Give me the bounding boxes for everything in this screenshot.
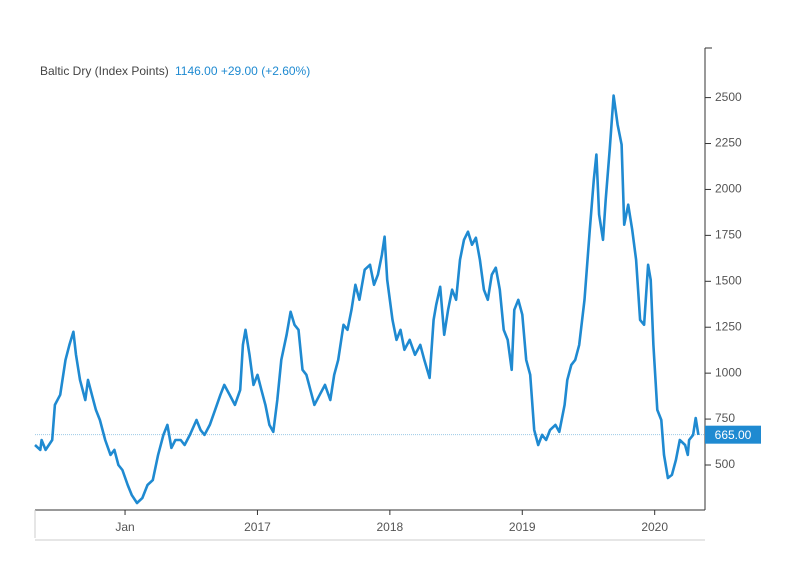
x-tick-label: Jan <box>115 520 134 534</box>
x-tick-label: 2018 <box>377 520 404 534</box>
x-tick-label: 2020 <box>641 520 668 534</box>
quote: 1146.00 +29.00 (+2.60%) <box>175 64 310 78</box>
last-value-box <box>705 425 761 444</box>
y-tick-label: 2500 <box>715 90 742 104</box>
y-tick-label: 2000 <box>715 182 742 196</box>
y-tick-label: 1500 <box>715 273 742 287</box>
series-line <box>34 94 700 505</box>
y-tick-label: 1250 <box>715 319 742 333</box>
last-value-label: 665.00 <box>715 428 752 442</box>
y-tick-label: 1000 <box>715 365 742 379</box>
x-tick-label: 2017 <box>244 520 271 534</box>
x-tick-label: 2019 <box>509 520 536 534</box>
chart-title: Baltic Dry (Index Points) <box>40 64 169 78</box>
y-tick-label: 750 <box>715 411 735 425</box>
y-tick-label: 2250 <box>715 136 742 150</box>
y-tick-label: 1750 <box>715 228 742 242</box>
y-tick-label: 500 <box>715 457 735 471</box>
